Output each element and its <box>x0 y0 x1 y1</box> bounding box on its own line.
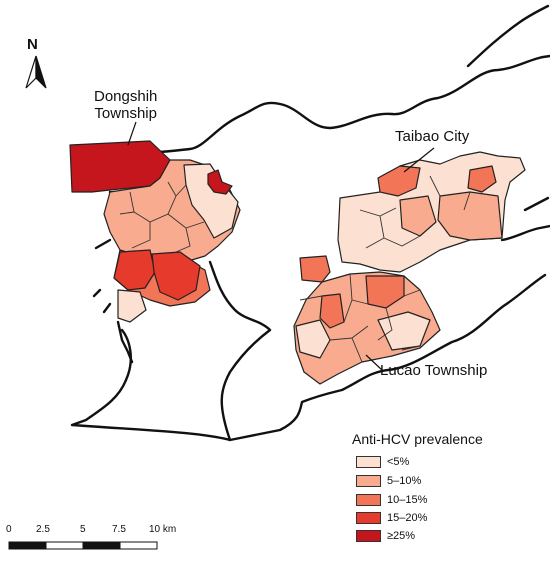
region-small-red <box>207 169 233 195</box>
label-lucao: Lucao Township <box>380 362 488 379</box>
label-dongshih-line2: Township <box>94 105 157 122</box>
legend-label: 15–20% <box>387 511 428 524</box>
scale-tick-label: 7.5 <box>112 524 126 535</box>
region-south-3 <box>377 311 431 351</box>
legend-item: ≥25% <box>356 529 415 542</box>
taibao-leader <box>403 147 435 173</box>
scale-tick-label: 2.5 <box>36 524 50 535</box>
label-taibao: Taibao City <box>395 128 470 145</box>
coast-fragment <box>92 288 102 298</box>
internal-borders <box>299 175 471 363</box>
county-boundary-north-east <box>523 196 550 212</box>
scale-tick-label: 10 km <box>149 524 177 535</box>
county-boundary-inner <box>208 260 272 442</box>
river-top-right <box>466 4 550 68</box>
legend-swatch <box>356 455 381 468</box>
legend-item: 15–20% <box>356 511 427 524</box>
region-east-3 <box>467 165 497 193</box>
coast-fragment <box>102 302 112 314</box>
lucao-leader <box>365 354 383 371</box>
legend-item: 10–15% <box>356 493 427 506</box>
legend-item: 5–10% <box>356 474 421 487</box>
county-boundary-east <box>500 224 550 242</box>
internal-borders <box>119 181 205 253</box>
legend-label: 5–10% <box>387 474 422 487</box>
region-west-5 <box>151 251 201 301</box>
legend-label: ≥25% <box>387 529 416 542</box>
county-boundary-south <box>70 273 547 442</box>
river-line <box>98 54 550 160</box>
region-east-taibao <box>377 165 421 197</box>
region-west-6 <box>117 289 147 323</box>
legend-title: Anti-HCV prevalence <box>352 431 483 447</box>
scale-tick-label: 0 <box>6 524 12 535</box>
region-central-west <box>299 255 331 283</box>
region-east-4 <box>399 195 437 237</box>
region-south-lucao-center <box>365 275 405 309</box>
legend-swatch <box>356 493 381 506</box>
legend-label: <5% <box>387 455 410 468</box>
scale-bar <box>8 541 158 550</box>
legend-swatch <box>356 474 381 487</box>
dongshih-leader <box>127 121 137 146</box>
scale-tick-label: 5 <box>80 524 86 535</box>
region-south-2 <box>295 319 331 359</box>
legend-swatch <box>356 529 381 542</box>
legend-item: <5% <box>356 455 409 468</box>
north-arrow-icon <box>25 55 47 89</box>
label-dongshih: Dongshih Township <box>94 88 157 122</box>
region-west-4 <box>113 249 156 291</box>
region-east-2 <box>437 191 503 241</box>
region-south-west <box>319 293 345 329</box>
legend-label: 10–15% <box>387 493 428 506</box>
north-label: N <box>27 36 38 53</box>
label-dongshih-line1: Dongshih <box>94 88 158 105</box>
coast-fragment <box>94 238 112 250</box>
legend-swatch <box>356 511 381 524</box>
